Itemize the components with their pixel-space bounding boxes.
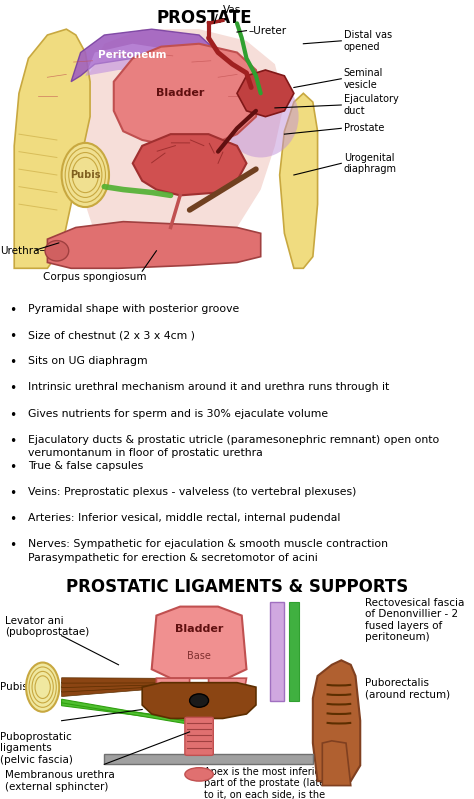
Text: •: • <box>9 408 17 422</box>
Polygon shape <box>76 29 284 248</box>
Text: Urethra→: Urethra→ <box>0 246 48 256</box>
Text: Urogenital
diaphragm: Urogenital diaphragm <box>344 153 397 174</box>
Ellipse shape <box>62 143 109 207</box>
Ellipse shape <box>185 768 213 781</box>
Text: Pyramidal shape with posterior groove: Pyramidal shape with posterior groove <box>28 304 240 314</box>
Ellipse shape <box>45 240 69 261</box>
Ellipse shape <box>190 694 209 707</box>
Text: •: • <box>9 304 17 317</box>
Polygon shape <box>62 680 180 688</box>
FancyBboxPatch shape <box>104 754 313 765</box>
Text: Seminal
vesicle: Seminal vesicle <box>344 68 383 89</box>
Text: Apex is the most inferior
part of the prostate (lateral
to it, on each side, is : Apex is the most inferior part of the pr… <box>204 766 338 799</box>
Text: Nerves: Sympathetic for ejaculation & smooth muscle contraction: Nerves: Sympathetic for ejaculation & sm… <box>28 539 388 549</box>
Polygon shape <box>237 70 294 117</box>
Text: Intrinsic urethral mechanism around it and urethra runs through it: Intrinsic urethral mechanism around it a… <box>28 383 390 392</box>
Text: Parasympathetic for erection & secretomotor of acini: Parasympathetic for erection & secretomo… <box>28 553 318 562</box>
Text: Arteries: Inferior vesical, middle rectal, internal pudendal: Arteries: Inferior vesical, middle recta… <box>28 513 341 523</box>
Text: Distal vas
opened: Distal vas opened <box>344 30 392 52</box>
Text: •: • <box>9 330 17 344</box>
Polygon shape <box>85 44 190 76</box>
Polygon shape <box>47 221 261 268</box>
Polygon shape <box>289 602 299 701</box>
Text: Corpus spongiosum: Corpus spongiosum <box>43 272 146 282</box>
Polygon shape <box>62 678 180 683</box>
Text: •: • <box>9 356 17 369</box>
Polygon shape <box>62 681 180 692</box>
Text: Bladder: Bladder <box>175 624 223 634</box>
Text: Base: Base <box>187 651 211 661</box>
Ellipse shape <box>26 662 59 712</box>
Text: verumontanum in floor of prostatic urethra: verumontanum in floor of prostatic ureth… <box>28 448 263 459</box>
Polygon shape <box>156 678 190 714</box>
Polygon shape <box>133 134 246 196</box>
Text: Bladder: Bladder <box>156 89 204 98</box>
Polygon shape <box>62 702 190 722</box>
Text: PROSTATIC LIGAMENTS & SUPPORTS: PROSTATIC LIGAMENTS & SUPPORTS <box>66 578 408 595</box>
Polygon shape <box>71 29 218 81</box>
Polygon shape <box>62 699 190 724</box>
Text: Prostate: Prostate <box>344 123 384 133</box>
Text: Rectovesical fascia
of Denonvillier - 2
fused layers of
peritoneum): Rectovesical fascia of Denonvillier - 2 … <box>365 598 465 642</box>
Polygon shape <box>14 29 90 268</box>
Text: PROSTATE: PROSTATE <box>156 9 252 26</box>
Text: •: • <box>9 383 17 396</box>
Text: Sits on UG diaphragm: Sits on UG diaphragm <box>28 356 148 366</box>
Text: Puboprostatic
ligaments
(pelvic fascia): Puboprostatic ligaments (pelvic fascia) <box>0 732 73 765</box>
Text: •: • <box>9 513 17 526</box>
FancyBboxPatch shape <box>185 718 213 755</box>
Text: •: • <box>9 461 17 474</box>
Polygon shape <box>209 678 246 714</box>
Text: •: • <box>9 487 17 500</box>
Ellipse shape <box>223 76 299 157</box>
Text: •: • <box>9 539 17 552</box>
Text: Ejaculatory ducts & prostatic utricle (paramesonephric remnant) open onto: Ejaculatory ducts & prostatic utricle (p… <box>28 435 440 444</box>
Text: Size of chestnut (2 x 3 x 4cm ): Size of chestnut (2 x 3 x 4cm ) <box>28 330 195 340</box>
Polygon shape <box>313 660 360 781</box>
Text: Levator ani
(puboprostatae): Levator ani (puboprostatae) <box>5 615 89 637</box>
Text: True & false capsules: True & false capsules <box>28 461 144 471</box>
Polygon shape <box>280 93 318 268</box>
Polygon shape <box>114 44 261 145</box>
Polygon shape <box>62 682 180 697</box>
Polygon shape <box>270 602 284 701</box>
Text: –Ureter: –Ureter <box>249 26 287 36</box>
Polygon shape <box>322 741 351 785</box>
Text: Vas: Vas <box>223 6 241 15</box>
Text: Ejaculatory
duct: Ejaculatory duct <box>344 94 399 116</box>
Text: Puborectalis
(around rectum): Puborectalis (around rectum) <box>365 678 450 700</box>
Text: Pubis: Pubis <box>70 170 100 180</box>
Text: Pubis: Pubis <box>0 682 28 692</box>
Text: •: • <box>9 435 17 447</box>
Text: Gives nutrients for sperm and is 30% ejaculate volume: Gives nutrients for sperm and is 30% eja… <box>28 408 328 419</box>
Text: Membranous urethra
(external sphincter): Membranous urethra (external sphincter) <box>5 770 115 792</box>
Polygon shape <box>142 682 256 718</box>
Text: Peritoneum: Peritoneum <box>99 50 167 61</box>
Text: Veins: Preprostatic plexus - valveless (to vertebral plexuses): Veins: Preprostatic plexus - valveless (… <box>28 487 357 497</box>
Polygon shape <box>152 606 246 678</box>
